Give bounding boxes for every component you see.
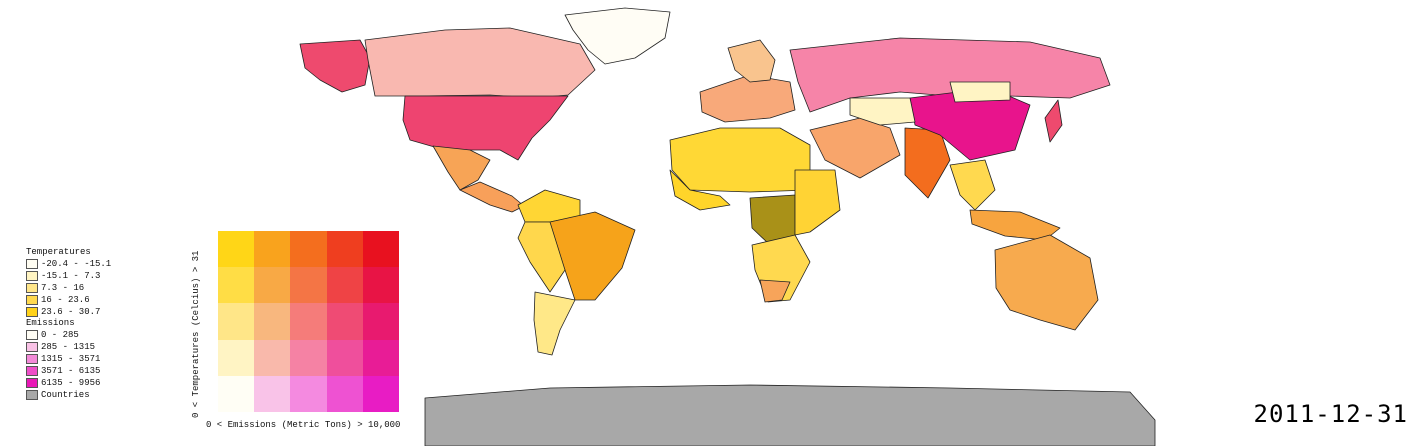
world-choropleth-map [299, 7, 1156, 446]
legend-swatch [26, 366, 38, 376]
bivariate-cell [218, 303, 255, 340]
bivariate-cell [218, 231, 255, 268]
canada [364, 27, 596, 99]
europe-west [699, 74, 796, 123]
bivariate-y-axis-label: 0 < Temperatures (Celcius) > 31 [191, 250, 201, 418]
bivariate-cell [326, 231, 363, 268]
legend-emission-row: 3571 - 6135 [26, 365, 176, 377]
middle-east [809, 117, 901, 179]
legend-temperature-row: 16 - 23.6 [26, 294, 176, 306]
legend-swatch [26, 271, 38, 281]
central-america [459, 181, 525, 213]
mongolia [949, 81, 1011, 103]
legend-temperatures-title: Temperatures [26, 247, 91, 257]
legend-temperature-row: -15.1 - 7.3 [26, 270, 176, 282]
legend-emissions-title: Emissions [26, 318, 75, 328]
bivariate-cell [362, 231, 399, 268]
legend-emission-row: 1315 - 3571 [26, 353, 176, 365]
bivariate-cell [326, 303, 363, 340]
bivariate-cell [326, 375, 363, 412]
bivariate-cell [254, 375, 291, 412]
legend-temperature-label: -15.1 - 7.3 [41, 271, 101, 281]
map-legend: Temperatures -20.4 - -15.1 -15.1 - 7.3 7.3… [26, 247, 176, 401]
legend-emissions-list: 0 - 285 285 - 1315 1315 - 3571 3571 - 6135 6… [26, 329, 176, 389]
legend-temperature-row: 23.6 - 30.7 [26, 306, 176, 318]
bivariate-cell [218, 375, 255, 412]
legend-swatch [26, 390, 38, 400]
bivariate-cell [362, 303, 399, 340]
legend-emission-row: 285 - 1315 [26, 341, 176, 353]
legend-swatch [26, 259, 38, 269]
southeast-asia [949, 159, 996, 211]
bivariate-cell [362, 267, 399, 304]
legend-swatch [26, 295, 38, 305]
bivariate-x-axis-label: 0 < Emissions (Metric Tons) > 10,000 [206, 420, 401, 430]
bivariate-cell [254, 267, 291, 304]
legend-swatch [26, 283, 38, 293]
india [904, 127, 951, 199]
legend-temperature-row: -20.4 - -15.1 [26, 258, 176, 270]
legend-swatch [26, 330, 38, 340]
legend-emission-label: 6135 - 9956 [41, 378, 101, 388]
legend-emission-label: 0 - 285 [41, 330, 79, 340]
legend-temperature-label: -20.4 - -15.1 [41, 259, 112, 269]
legend-swatch [26, 354, 38, 364]
west-africa [669, 169, 731, 211]
legend-swatch [26, 378, 38, 388]
legend-emission-label: 1315 - 3571 [41, 354, 101, 364]
legend-temperature-label: 23.6 - 30.7 [41, 307, 101, 317]
east-africa [794, 169, 841, 236]
legend-temperature-label: 16 - 23.6 [41, 295, 90, 305]
bivariate-cell [326, 339, 363, 376]
bivariate-cell [254, 303, 291, 340]
bivariate-cell [254, 231, 291, 268]
legend-emission-label: 285 - 1315 [41, 342, 96, 352]
alaska [299, 39, 371, 93]
bivariate-color-grid [218, 231, 399, 412]
legend-emission-row: 6135 - 9956 [26, 377, 176, 389]
legend-temperature-row: 7.3 - 16 [26, 282, 176, 294]
legend-swatch [26, 342, 38, 352]
bivariate-cell [290, 303, 327, 340]
bivariate-cell [218, 267, 255, 304]
brazil [547, 211, 636, 301]
bivariate-cell [290, 231, 327, 268]
legend-emission-label: 3571 - 6135 [41, 366, 101, 376]
kazakhstan [849, 97, 916, 126]
bivariate-cell [290, 339, 327, 376]
greenland [564, 7, 671, 65]
bivariate-cell [326, 267, 363, 304]
australia [994, 234, 1099, 331]
bivariate-cell [362, 375, 399, 412]
bivariate-cell [290, 267, 327, 304]
scandinavia [727, 39, 776, 83]
argentina-chile [533, 291, 576, 356]
bivariate-cell [290, 375, 327, 412]
bivariate-cell [362, 339, 399, 376]
peru-bolivia [517, 221, 566, 293]
legend-emission-row: 0 - 285 [26, 329, 176, 341]
legend-temperatures-list: -20.4 - -15.1 -15.1 - 7.3 7.3 - 16 16 - 23.… [26, 258, 176, 318]
south-africa [759, 279, 791, 303]
bivariate-cell [218, 339, 255, 376]
antarctica [424, 384, 1156, 446]
bivariate-cell [254, 339, 291, 376]
legend-countries-row: Countries [26, 389, 176, 401]
north-africa [669, 127, 811, 193]
mexico [432, 145, 491, 191]
legend-temperature-label: 7.3 - 16 [41, 283, 85, 293]
japan [1044, 99, 1063, 143]
usa [402, 95, 569, 161]
legend-swatch [26, 307, 38, 317]
legend-countries-label: Countries [41, 390, 90, 400]
indonesia [969, 209, 1061, 241]
date-label: 2011-12-31 [1253, 400, 1408, 428]
